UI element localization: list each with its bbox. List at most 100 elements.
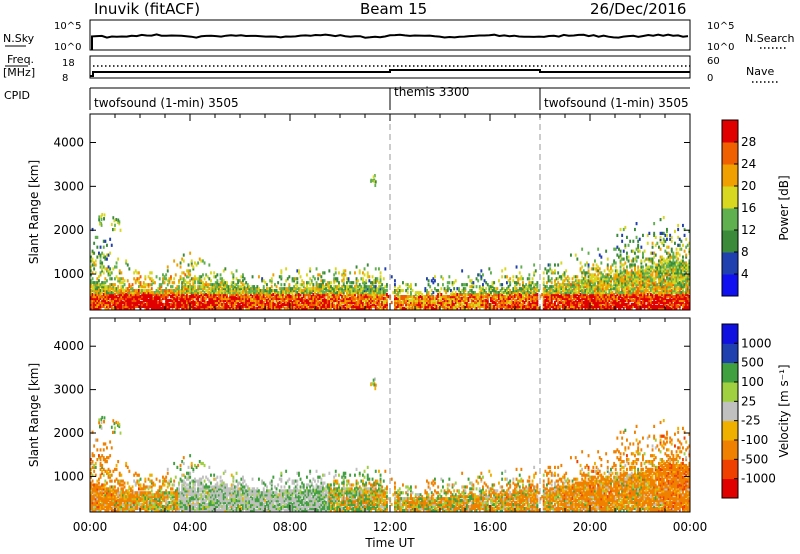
power-cell <box>182 296 185 301</box>
power-cell <box>206 300 209 305</box>
power-cell <box>266 283 268 287</box>
power-cell <box>179 296 182 301</box>
power-cell <box>182 302 185 307</box>
power-cell <box>138 285 140 289</box>
power-cell <box>218 289 220 293</box>
power-cell <box>168 289 171 293</box>
power-cell <box>107 273 110 277</box>
power-cell <box>200 295 203 299</box>
power-cell <box>102 300 105 305</box>
power-cell <box>211 304 214 308</box>
power-cell <box>627 243 630 247</box>
power-cell <box>576 275 579 279</box>
power-cell <box>638 249 641 253</box>
power-cell <box>114 265 116 269</box>
power-cell <box>107 306 110 310</box>
power-cell <box>619 249 622 253</box>
power-cell <box>221 296 224 301</box>
power-cell <box>210 295 212 299</box>
power-cell <box>147 300 150 305</box>
power-cell <box>656 241 659 245</box>
power-cell <box>651 245 654 249</box>
power-cell <box>162 295 164 299</box>
power-cell <box>330 281 332 285</box>
power-cell <box>154 295 156 299</box>
power-cell <box>152 306 155 310</box>
power-cell <box>99 253 102 257</box>
power-cell <box>189 269 192 273</box>
power-cell <box>224 302 227 307</box>
power-cell <box>158 293 161 297</box>
power-cell <box>542 281 545 285</box>
power-cell <box>91 304 94 308</box>
power-cell <box>106 296 108 301</box>
power-cell <box>160 289 163 293</box>
power-cell <box>144 289 147 293</box>
power-cell <box>93 289 96 293</box>
power-cell <box>141 304 144 308</box>
power-cell <box>98 283 100 287</box>
power-cell <box>173 302 176 307</box>
power-cell <box>202 289 204 293</box>
power-cell <box>216 293 219 297</box>
power-cell <box>192 279 195 283</box>
power-cell <box>218 300 220 305</box>
power-cell <box>192 291 195 295</box>
power-cell <box>210 283 212 287</box>
power-cell <box>162 304 164 308</box>
power-cell <box>210 302 212 307</box>
power-cell <box>162 302 164 307</box>
power-cell <box>176 287 179 291</box>
power-cell <box>117 302 120 307</box>
power-cell <box>485 287 488 291</box>
power-cell <box>181 296 184 301</box>
beam-title: Beam 15 <box>360 0 428 18</box>
power-cell <box>222 296 225 301</box>
power-cell <box>186 287 188 291</box>
power-cell <box>142 289 145 293</box>
power-cell <box>131 298 134 303</box>
power-cell <box>96 295 99 299</box>
power-cell <box>101 269 104 273</box>
power-cell <box>214 289 217 293</box>
power-cell <box>192 265 195 269</box>
power-cell <box>130 287 132 291</box>
power-cell <box>93 283 96 287</box>
power-cell <box>117 306 120 310</box>
power-cell <box>94 291 97 295</box>
power-cell <box>302 281 305 285</box>
power-cell <box>221 281 224 285</box>
power-cell <box>195 289 198 293</box>
power-cell <box>195 306 198 310</box>
power-cell <box>464 287 467 291</box>
power-cell <box>102 302 105 307</box>
power-cell <box>117 296 120 301</box>
power-cell <box>549 263 552 267</box>
power-cell <box>213 275 216 279</box>
power-cell <box>138 298 140 303</box>
power-cell <box>362 277 364 281</box>
power-cell <box>190 277 193 281</box>
power-cell <box>442 277 444 281</box>
power-cell <box>208 300 211 305</box>
power-cell <box>194 300 196 305</box>
power-cell <box>194 295 196 299</box>
power-cell <box>107 253 110 257</box>
power-cell <box>93 304 96 308</box>
power-cell <box>394 279 396 283</box>
power-cell <box>202 273 204 277</box>
power-cell <box>149 298 152 303</box>
power-cell <box>136 304 139 308</box>
power-cell <box>133 304 136 308</box>
power-cell <box>91 281 94 285</box>
power-cell <box>187 298 190 303</box>
power-cell <box>99 271 102 275</box>
power-cell <box>118 295 121 299</box>
power-cell <box>109 277 112 281</box>
power-cell <box>112 289 115 293</box>
power-cell <box>624 243 627 247</box>
power-cell <box>197 287 200 291</box>
power-cell <box>179 291 182 295</box>
power-cell <box>198 300 201 305</box>
power-cell <box>522 277 524 281</box>
